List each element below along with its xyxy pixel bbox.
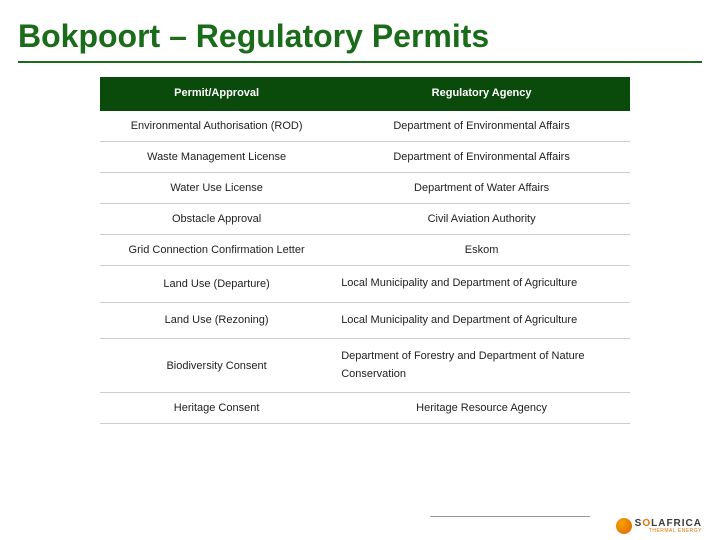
- agency-cell: Eskom: [333, 235, 630, 266]
- footer-divider: [430, 516, 590, 517]
- logo-main: SOLAFRICA: [635, 519, 702, 529]
- agency-cell: Local Municipality and Department of Agr…: [333, 266, 630, 303]
- permit-cell: Heritage Consent: [100, 393, 333, 424]
- agency-cell: Department of Environmental Affairs: [333, 110, 630, 142]
- agency-cell: Department of Environmental Affairs: [333, 142, 630, 173]
- table-header-permit: Permit/Approval: [100, 77, 333, 110]
- table-row: Obstacle ApprovalCivil Aviation Authorit…: [100, 204, 630, 235]
- table-row: Biodiversity ConsentDepartment of Forest…: [100, 339, 630, 393]
- table-row: Waste Management LicenseDepartment of En…: [100, 142, 630, 173]
- permit-cell: Grid Connection Confirmation Letter: [100, 235, 333, 266]
- table-body: Environmental Authorisation (ROD)Departm…: [100, 110, 630, 424]
- title-underline: [18, 61, 702, 63]
- permit-cell: Land Use (Departure): [100, 266, 333, 303]
- agency-cell: Civil Aviation Authority: [333, 204, 630, 235]
- table-row: Grid Connection Confirmation LetterEskom: [100, 235, 630, 266]
- logo-text: SOLAFRICA THERMAL ENERGY: [635, 519, 702, 534]
- table-row: Land Use (Rezoning)Local Municipality an…: [100, 302, 630, 339]
- logo-sub: THERMAL ENERGY: [635, 529, 702, 534]
- page-title: Bokpoort – Regulatory Permits: [0, 0, 720, 61]
- table-row: Heritage ConsentHeritage Resource Agency: [100, 393, 630, 424]
- agency-cell: Department of Water Affairs: [333, 173, 630, 204]
- footer: SOLAFRICA THERMAL ENERGY: [0, 512, 720, 540]
- permit-cell: Obstacle Approval: [100, 204, 333, 235]
- permit-cell: Biodiversity Consent: [100, 339, 333, 393]
- table-row: Land Use (Departure)Local Municipality a…: [100, 266, 630, 303]
- permit-cell: Water Use License: [100, 173, 333, 204]
- permit-cell: Environmental Authorisation (ROD): [100, 110, 333, 142]
- agency-cell: Heritage Resource Agency: [333, 393, 630, 424]
- permit-cell: Land Use (Rezoning): [100, 302, 333, 339]
- table-row: Water Use LicenseDepartment of Water Aff…: [100, 173, 630, 204]
- permit-cell: Waste Management License: [100, 142, 333, 173]
- sun-icon: [616, 518, 632, 534]
- agency-cell: Department of Forestry and Department of…: [333, 339, 630, 393]
- table-header-agency: Regulatory Agency: [333, 77, 630, 110]
- logo: SOLAFRICA THERMAL ENERGY: [616, 518, 702, 534]
- agency-cell: Local Municipality and Department of Agr…: [333, 302, 630, 339]
- table-row: Environmental Authorisation (ROD)Departm…: [100, 110, 630, 142]
- permits-table: Permit/Approval Regulatory Agency Enviro…: [100, 77, 630, 424]
